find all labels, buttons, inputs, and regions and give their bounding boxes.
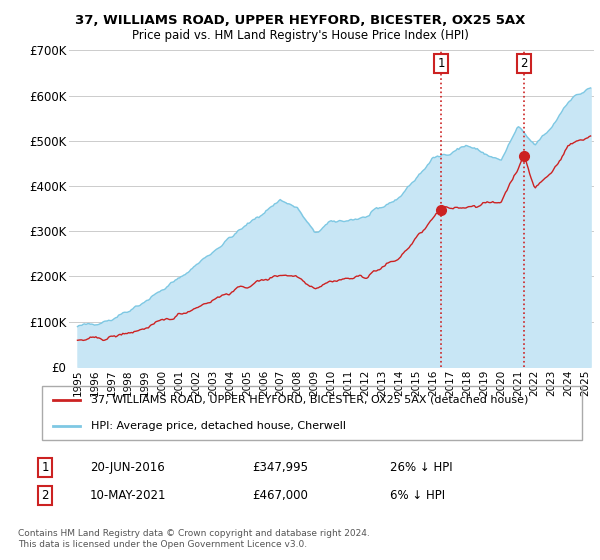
Text: 2: 2 (41, 489, 49, 502)
Text: 37, WILLIAMS ROAD, UPPER HEYFORD, BICESTER, OX25 5AX: 37, WILLIAMS ROAD, UPPER HEYFORD, BICEST… (75, 14, 525, 27)
Text: HPI: Average price, detached house, Cherwell: HPI: Average price, detached house, Cher… (91, 421, 346, 431)
Text: 10-MAY-2021: 10-MAY-2021 (90, 489, 167, 502)
Text: 26% ↓ HPI: 26% ↓ HPI (390, 461, 452, 474)
Text: Price paid vs. HM Land Registry's House Price Index (HPI): Price paid vs. HM Land Registry's House … (131, 29, 469, 42)
Text: £347,995: £347,995 (252, 461, 308, 474)
Text: 20-JUN-2016: 20-JUN-2016 (90, 461, 165, 474)
Text: 2: 2 (520, 57, 527, 69)
Text: 6% ↓ HPI: 6% ↓ HPI (390, 489, 445, 502)
Text: 1: 1 (41, 461, 49, 474)
Text: 1: 1 (437, 57, 445, 69)
Text: Contains HM Land Registry data © Crown copyright and database right 2024.
This d: Contains HM Land Registry data © Crown c… (18, 529, 370, 549)
Text: £467,000: £467,000 (252, 489, 308, 502)
Text: 37, WILLIAMS ROAD, UPPER HEYFORD, BICESTER, OX25 5AX (detached house): 37, WILLIAMS ROAD, UPPER HEYFORD, BICEST… (91, 395, 528, 405)
